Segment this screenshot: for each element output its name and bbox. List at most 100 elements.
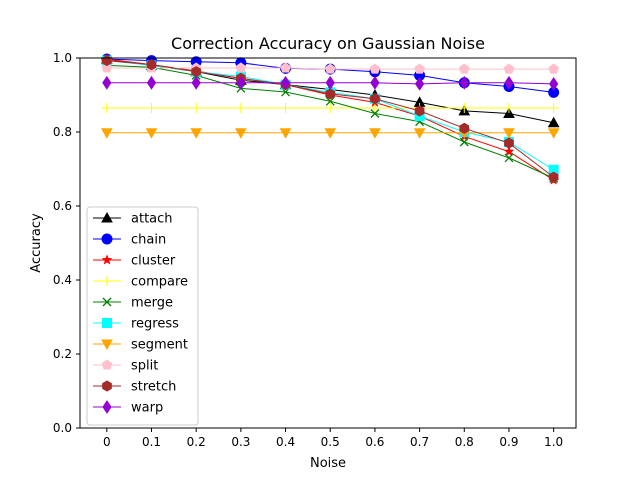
data-point-cluster (503, 145, 515, 157)
data-point-compare (280, 102, 291, 113)
axes-frame (79, 57, 577, 429)
data-point-warp (280, 75, 291, 90)
x-tick-label: 0.4 (276, 435, 295, 449)
data-point-stretch (325, 88, 336, 100)
data-point-segment (369, 128, 381, 139)
legend-label: merge (131, 296, 173, 311)
series-split (101, 62, 560, 74)
data-point-warp (415, 76, 425, 91)
data-point-split (548, 63, 560, 74)
data-point-segment (547, 128, 560, 139)
data-point-split (235, 62, 247, 73)
data-point-compare (146, 102, 157, 113)
data-point-warp (459, 75, 469, 90)
legend-label: split (131, 359, 158, 374)
data-point-compare (369, 102, 380, 113)
legend-entry-merge: merge (93, 296, 173, 311)
x-tick-label: 0.8 (455, 435, 474, 449)
legend-label: warp (131, 401, 163, 416)
x-tick-label: 0 (103, 435, 111, 449)
legend-label: attach (131, 212, 173, 227)
legend-label: compare (131, 275, 188, 290)
legend-entry-compare: compare (93, 275, 188, 290)
legend-marker-warp (102, 400, 112, 414)
data-point-segment (100, 128, 113, 139)
x-tick-label: 0.3 (231, 435, 250, 449)
legend-entry-warp: warp (93, 400, 163, 416)
series-compare (101, 102, 559, 113)
legend-label: stretch (131, 380, 176, 395)
legend-marker-segment (101, 339, 113, 351)
data-point-merge (325, 96, 335, 106)
x-tick-label: 0.9 (499, 435, 518, 449)
data-point-stretch (459, 122, 470, 134)
data-point-segment (279, 128, 292, 139)
y-tick-label: 0.4 (53, 273, 72, 287)
data-point-warp (549, 76, 559, 91)
legend-entry-chain: chain (93, 233, 166, 248)
legend-label: segment (131, 338, 188, 353)
data-point-compare (101, 102, 112, 113)
data-point-segment (235, 128, 247, 139)
data-point-segment (413, 128, 426, 139)
x-tick-label: 0.2 (187, 435, 206, 449)
legend-entry-segment: segment (93, 338, 188, 353)
data-point-compare (548, 102, 559, 113)
data-point-attach (503, 107, 515, 118)
legend-entry-split: split (93, 359, 158, 374)
data-point-segment (503, 128, 515, 139)
data-point-merge (370, 109, 380, 118)
legend-entry-attach: attach (93, 212, 173, 227)
legend-label: cluster (131, 254, 176, 269)
data-point-compare (191, 102, 202, 113)
data-point-split (458, 63, 470, 74)
data-point-merge (459, 137, 469, 147)
legend-label: chain (131, 233, 166, 248)
data-point-segment (190, 128, 203, 139)
data-point-split (280, 62, 291, 73)
data-point-stretch (101, 55, 112, 67)
data-point-segment (145, 128, 158, 139)
data-point-stretch (370, 93, 380, 105)
legend-marker-chain (101, 233, 113, 245)
data-point-compare (325, 102, 336, 113)
legend-marker-split (101, 359, 113, 370)
legend: attach chain cluster compare merge regress seg… (86, 206, 199, 426)
legend-marker-merge (102, 297, 112, 307)
y-tick-label: 1.0 (53, 51, 72, 65)
x-axis-label: Noise (310, 456, 346, 471)
data-point-warp (236, 75, 246, 90)
data-point-warp (325, 75, 335, 90)
data-point-segment (324, 128, 337, 139)
legend-label: regress (131, 317, 179, 332)
y-axis-label: Accuracy (29, 213, 44, 273)
data-point-stretch (191, 66, 202, 78)
y-tick-label: 0.0 (53, 421, 72, 435)
plot-area (100, 53, 560, 185)
axis-ticks: 0 0.1 0.2 0.3 0.4 0.5 0.6 0.7 0.8 0.9 1.0 0.0 0.2 0.4… (53, 51, 563, 449)
x-tick-label: 0.5 (321, 435, 340, 449)
data-point-attach (547, 116, 560, 128)
data-point-warp (370, 75, 380, 90)
data-point-warp (146, 75, 157, 90)
data-point-stretch (504, 137, 514, 149)
legend-marker-cluster (101, 254, 113, 265)
data-point-warp (191, 75, 201, 90)
data-point-stretch (548, 171, 559, 183)
legend-entry-stretch: stretch (93, 380, 176, 395)
data-point-split (324, 63, 336, 74)
legend-entry-cluster: cluster (93, 254, 176, 269)
x-tick-label: 0.1 (142, 435, 161, 449)
legend-box (86, 206, 199, 426)
data-point-split (101, 62, 113, 73)
data-point-merge (504, 153, 514, 163)
chart-title: Correction Accuracy on Gaussian Noise (171, 34, 485, 53)
data-point-stretch (414, 105, 425, 117)
data-point-compare (503, 102, 514, 113)
y-tick-label: 0.8 (53, 125, 72, 139)
data-point-compare (459, 102, 470, 113)
data-point-warp (102, 75, 112, 90)
legend-marker-attach (101, 211, 113, 223)
